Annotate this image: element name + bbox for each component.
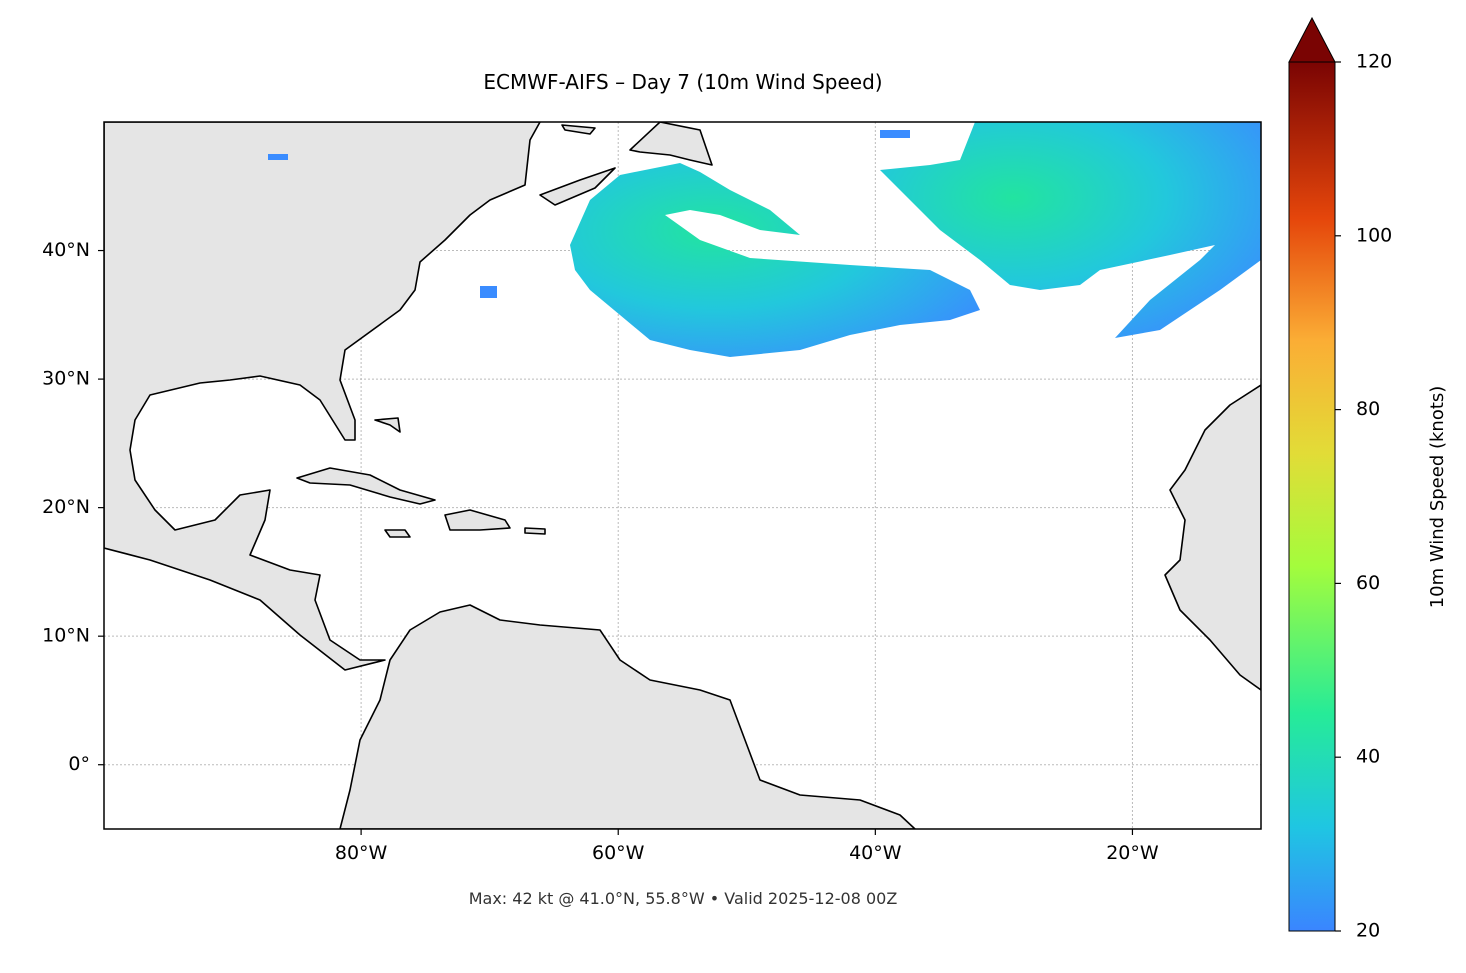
bahamas	[374, 417, 401, 433]
colorbar-tick-label: 100	[1356, 224, 1392, 246]
wind-field	[268, 154, 288, 160]
y-tick-label: 30°N	[42, 368, 90, 390]
wind-field	[570, 163, 980, 357]
jamaica	[384, 529, 411, 538]
y-tick-label: 10°N	[42, 625, 90, 647]
south-america	[339, 604, 916, 829]
hispaniola	[444, 509, 511, 531]
map-title: ECMWF-AIFS – Day 7 (10m Wind Speed)	[483, 70, 882, 94]
colorbar-tick-label: 80	[1356, 398, 1380, 420]
y-tick-label: 0°	[68, 753, 90, 775]
colorbar	[1288, 61, 1336, 932]
colorbar-tick-label: 60	[1356, 572, 1380, 594]
colorbar-extend	[1288, 16, 1336, 63]
north-america	[104, 122, 541, 671]
colorbar-tick-label: 40	[1356, 746, 1380, 768]
map-frame	[103, 121, 1262, 830]
x-tick-label: 80°W	[335, 842, 388, 864]
africa	[1164, 384, 1261, 691]
map-area	[104, 122, 1261, 829]
wind-field	[480, 286, 497, 298]
colorbar-label: 10m Wind Speed (knots)	[1427, 386, 1448, 609]
x-tick-label: 60°W	[592, 842, 645, 864]
newfoundland	[629, 122, 713, 166]
colorbar-tick-label: 20	[1356, 920, 1380, 942]
wind-field	[880, 130, 910, 138]
x-tick-label: 20°W	[1106, 842, 1159, 864]
canada-island	[561, 124, 596, 135]
wind-field	[880, 122, 1261, 338]
colorbar-tick-label: 120	[1356, 51, 1392, 73]
x-tick-label: 40°W	[849, 842, 902, 864]
puerto-rico	[524, 527, 546, 535]
y-tick-label: 20°N	[42, 496, 90, 518]
cuba	[296, 467, 436, 505]
y-tick-label: 40°N	[42, 239, 90, 261]
nova-scotia	[539, 167, 616, 206]
footnote: Max: 42 kt @ 41.0°N, 55.8°W • Valid 2025…	[469, 889, 898, 908]
